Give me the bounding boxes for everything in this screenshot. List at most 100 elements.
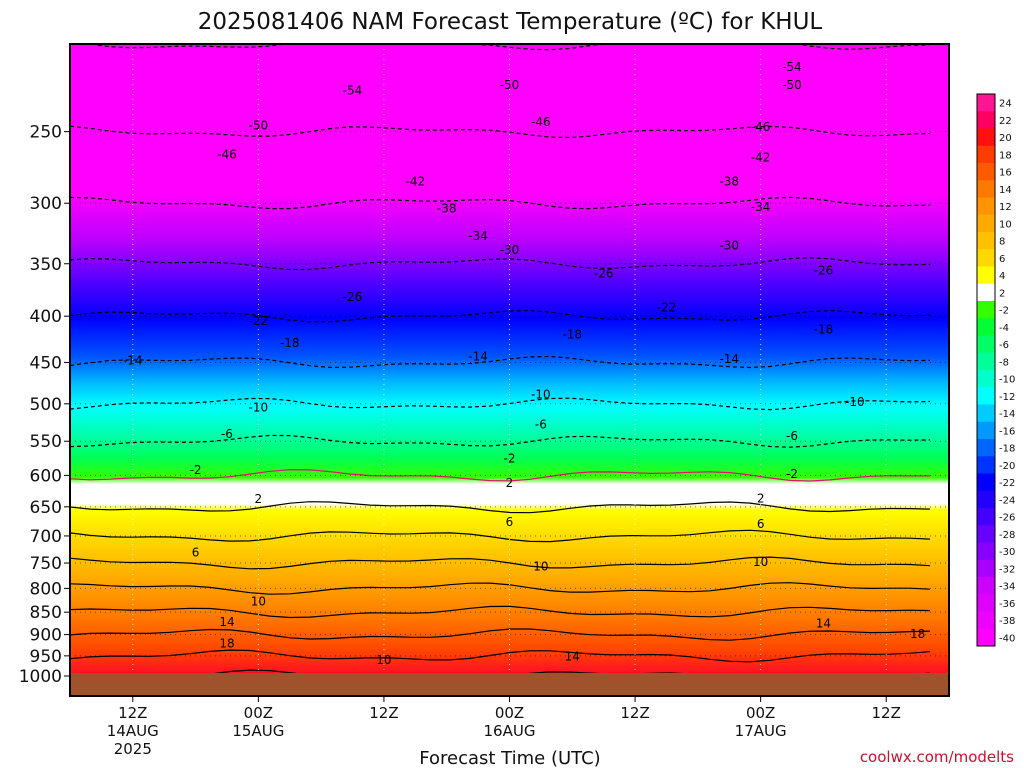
isotherm-line bbox=[70, 355, 931, 369]
colorbar-swatch bbox=[977, 232, 995, 250]
colorbar-swatch bbox=[977, 249, 995, 267]
contour-label: -42 bbox=[751, 150, 771, 164]
y-tick-label: 850 bbox=[30, 603, 62, 623]
contour-label: -38 bbox=[719, 175, 739, 189]
chart-title: 2025081406 NAM Forecast Temperature (ºC)… bbox=[198, 9, 823, 35]
x-tick-label: 12Z bbox=[872, 704, 901, 722]
isotherm-line bbox=[70, 196, 931, 210]
colorbar-swatch bbox=[977, 145, 995, 164]
colorbar-label: 14 bbox=[999, 185, 1012, 196]
contour-label: -34 bbox=[751, 200, 771, 214]
colorbar-swatch bbox=[977, 128, 995, 147]
colorbar-swatch bbox=[977, 628, 995, 647]
contour-label: -50 bbox=[500, 78, 520, 92]
colorbar-swatch bbox=[977, 525, 995, 543]
colorbar-swatch bbox=[977, 180, 995, 198]
colorbar-label: 4 bbox=[999, 271, 1005, 282]
isotherm-line bbox=[70, 628, 931, 641]
colorbar-label: -8 bbox=[999, 357, 1009, 368]
colorbar-label: -2 bbox=[999, 306, 1009, 317]
y-tick-label: 950 bbox=[30, 647, 62, 667]
colorbar-swatch bbox=[977, 94, 995, 112]
contour-label: -10 bbox=[249, 401, 269, 415]
x-tick-label: 00Z bbox=[495, 704, 524, 722]
contour-label: -50 bbox=[249, 118, 269, 132]
isotherm-line bbox=[70, 469, 930, 482]
contour-label: -30 bbox=[719, 238, 739, 252]
colorbar-swatch bbox=[977, 594, 995, 612]
colorbar: 24 22 20 18 16 14 12 10 8 6 4 2 -2 -4 -6 -8 -10 -12 -14 -16… bbox=[976, 93, 1015, 647]
isotherm-line bbox=[70, 501, 931, 514]
colorbar-label: 10 bbox=[999, 219, 1012, 230]
contour-label: -26 bbox=[814, 263, 834, 277]
isotherm-line bbox=[70, 529, 931, 543]
y-tick-label: 800 bbox=[30, 579, 62, 599]
colorbar-label: -38 bbox=[999, 616, 1015, 627]
contour-label: 10 bbox=[376, 653, 391, 667]
grid-lines bbox=[70, 44, 949, 696]
contour-label: -22 bbox=[249, 314, 269, 328]
x-tick-label: 14AUG bbox=[107, 722, 159, 740]
colorbar-label: 2 bbox=[999, 288, 1005, 299]
colorbar-label: -16 bbox=[999, 426, 1015, 437]
isotherm-line bbox=[85, 44, 931, 51]
contour-label: -26 bbox=[594, 267, 614, 281]
contour-label: 18 bbox=[219, 636, 234, 650]
colorbar-label: -34 bbox=[999, 582, 1015, 593]
colorbar-swatch bbox=[977, 197, 995, 216]
contour-label: -2 bbox=[504, 452, 516, 466]
contour-label: 10 bbox=[251, 594, 266, 608]
colorbar-swatch bbox=[977, 163, 995, 181]
contour-label: -18 bbox=[814, 323, 834, 337]
x-tick-label: 2025 bbox=[114, 740, 152, 758]
colorbar-label: -12 bbox=[999, 392, 1015, 403]
y-tick-label: 900 bbox=[30, 626, 62, 646]
contour-label: -50 bbox=[782, 78, 802, 92]
colorbar-label: 18 bbox=[999, 150, 1012, 161]
colorbar-label: -30 bbox=[999, 547, 1015, 558]
colorbar-swatch bbox=[977, 577, 995, 595]
contour-labels: -54 -50-54-50-50 -46 -46-46-42-42-38-38-34-… bbox=[123, 60, 925, 667]
contour-label: -34 bbox=[468, 229, 488, 243]
colorbar-label: -40 bbox=[999, 633, 1015, 644]
y-tick-label: 400 bbox=[30, 307, 62, 327]
colorbar-label: 8 bbox=[999, 237, 1005, 248]
y-tick-label: 650 bbox=[30, 498, 62, 518]
plot-area: -54 -50-54-50-50 -46 -46-46-42-42-38-38-34-… bbox=[70, 44, 949, 696]
colorbar-swatch bbox=[977, 559, 995, 578]
isotherm-lines bbox=[70, 44, 931, 683]
colorbar-label: -4 bbox=[999, 323, 1009, 334]
contour-label: -46 bbox=[531, 115, 551, 129]
isotherm-line bbox=[70, 649, 931, 663]
y-tick-label: 1000 bbox=[19, 667, 62, 687]
colorbar-swatch bbox=[977, 421, 995, 440]
contour-label: 14 bbox=[816, 617, 831, 631]
colorbar-swatch bbox=[977, 335, 995, 354]
colorbar-label: -32 bbox=[999, 564, 1015, 575]
contour-label: 14 bbox=[219, 615, 234, 629]
contour-label: -54 bbox=[782, 60, 802, 74]
contour-label: -38 bbox=[437, 201, 457, 215]
contour-label: -54 bbox=[343, 83, 363, 97]
y-tick-label: 600 bbox=[30, 466, 62, 486]
x-tick-label: 12Z bbox=[369, 704, 398, 722]
contour-label: -10 bbox=[845, 395, 865, 409]
y-tick-label: 250 bbox=[30, 123, 62, 143]
x-tick-label: 00Z bbox=[244, 704, 273, 722]
colorbar-frame bbox=[976, 93, 996, 647]
colorbar-label: 20 bbox=[999, 133, 1012, 144]
y-tick-label: 300 bbox=[30, 194, 62, 214]
x-tick-label: 15AUG bbox=[232, 722, 284, 740]
colorbar-swatch bbox=[977, 542, 995, 561]
colorbar-label: -26 bbox=[999, 513, 1015, 524]
contour-label: 10 bbox=[533, 560, 548, 574]
y-tick-label: 550 bbox=[30, 432, 62, 452]
colorbar-swatch bbox=[977, 439, 995, 457]
credit-text: coolwx.com/modelts bbox=[860, 748, 1014, 766]
y-axis: 250 300 350 400 450 500 550 600 650 700 750 800 850 9… bbox=[19, 123, 70, 687]
ground-below-surface bbox=[70, 673, 949, 696]
colorbar-label: -24 bbox=[999, 495, 1015, 506]
contour-label: -14 bbox=[468, 349, 488, 363]
